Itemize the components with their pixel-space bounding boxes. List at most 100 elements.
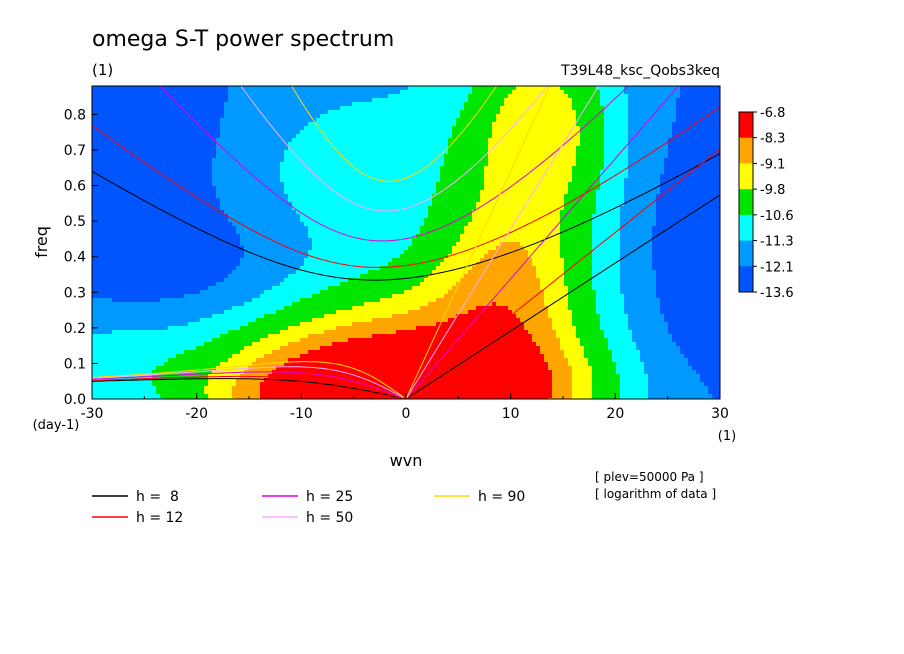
- field-cell: [400, 146, 405, 151]
- field-cell: [412, 198, 417, 203]
- field-cell: [572, 130, 577, 135]
- field-cell: [584, 118, 589, 123]
- field-cell: [168, 134, 173, 139]
- field-cell: [592, 122, 597, 127]
- field-cell: [356, 166, 361, 171]
- field-cell: [428, 110, 433, 115]
- field-cell: [152, 138, 157, 143]
- field-cell: [404, 202, 409, 207]
- field-cell: [208, 186, 213, 191]
- field-cell: [216, 138, 221, 143]
- field-cell: [516, 94, 521, 99]
- field-cell: [432, 186, 437, 191]
- field-cell: [264, 114, 269, 119]
- field-cell: [316, 166, 321, 171]
- field-cell: [472, 198, 477, 203]
- field-cell: [488, 134, 493, 139]
- field-cell: [104, 210, 109, 215]
- field-cell: [500, 126, 505, 131]
- field-cell: [560, 178, 565, 183]
- field-cell: [360, 150, 365, 155]
- field-cell: [436, 210, 441, 215]
- field-cell: [480, 190, 485, 195]
- field-cell: [208, 86, 213, 91]
- field-cell: [244, 186, 249, 191]
- field-cell: [508, 122, 513, 127]
- field-cell: [316, 178, 321, 183]
- field-cell: [356, 134, 361, 139]
- field-cell: [188, 150, 193, 155]
- field-cell: [264, 106, 269, 111]
- field-cell: [320, 134, 325, 139]
- field-cell: [608, 86, 613, 91]
- field-cell: [560, 210, 565, 215]
- field-cell: [392, 138, 397, 143]
- field-cell: [672, 182, 677, 187]
- field-cell: [536, 114, 541, 119]
- field-cell: [416, 154, 421, 159]
- field-cell: [256, 114, 261, 119]
- field-cell: [124, 106, 129, 111]
- field-cell: [484, 106, 489, 111]
- field-cell: [532, 138, 537, 143]
- field-cell: [628, 118, 633, 123]
- field-cell: [168, 106, 173, 111]
- field-cell: [348, 142, 353, 147]
- field-cell: [164, 142, 169, 147]
- field-cell: [400, 210, 405, 215]
- field-cell: [180, 90, 185, 95]
- field-cell: [476, 202, 481, 207]
- field-cell: [608, 102, 613, 107]
- field-cell: [428, 186, 433, 191]
- field-cell: [272, 178, 277, 183]
- field-cell: [384, 146, 389, 151]
- field-cell: [164, 186, 169, 191]
- field-cell: [520, 118, 525, 123]
- field-cell: [392, 106, 397, 111]
- field-cell: [396, 190, 401, 195]
- field-cell: [268, 110, 273, 115]
- field-cell: [696, 182, 701, 187]
- field-cell: [332, 94, 337, 99]
- field-cell: [200, 90, 205, 95]
- field-cell: [416, 130, 421, 135]
- field-cell: [364, 98, 369, 103]
- field-cell: [276, 182, 281, 187]
- field-cell: [368, 94, 373, 99]
- field-cell: [120, 90, 125, 95]
- field-cell: [428, 190, 433, 195]
- field-cell: [704, 182, 709, 187]
- field-cell: [272, 194, 277, 199]
- field-cell: [456, 94, 461, 99]
- field-cell: [548, 178, 553, 183]
- field-cell: [240, 162, 245, 167]
- field-cell: [652, 98, 657, 103]
- field-cell: [176, 166, 181, 171]
- field-cell: [348, 182, 353, 187]
- field-cell: [656, 170, 661, 175]
- field-cell: [664, 118, 669, 123]
- field-cell: [144, 194, 149, 199]
- field-cell: [668, 182, 673, 187]
- field-cell: [516, 190, 521, 195]
- field-cell: [260, 130, 265, 135]
- field-cell: [504, 146, 509, 151]
- field-cell: [284, 198, 289, 203]
- field-cell: [368, 86, 373, 91]
- field-cell: [524, 110, 529, 115]
- field-cell: [496, 86, 501, 91]
- field-cell: [636, 122, 641, 127]
- field-cell: [692, 186, 697, 191]
- field-cell: [136, 114, 141, 119]
- field-cell: [416, 162, 421, 167]
- field-cell: [596, 122, 601, 127]
- field-cell: [140, 142, 145, 147]
- field-cell: [104, 130, 109, 135]
- field-cell: [344, 118, 349, 123]
- field-cell: [492, 150, 497, 155]
- field-cell: [172, 194, 177, 199]
- field-cell: [428, 106, 433, 111]
- field-cell: [356, 114, 361, 119]
- field-cell: [308, 154, 313, 159]
- field-cell: [548, 150, 553, 155]
